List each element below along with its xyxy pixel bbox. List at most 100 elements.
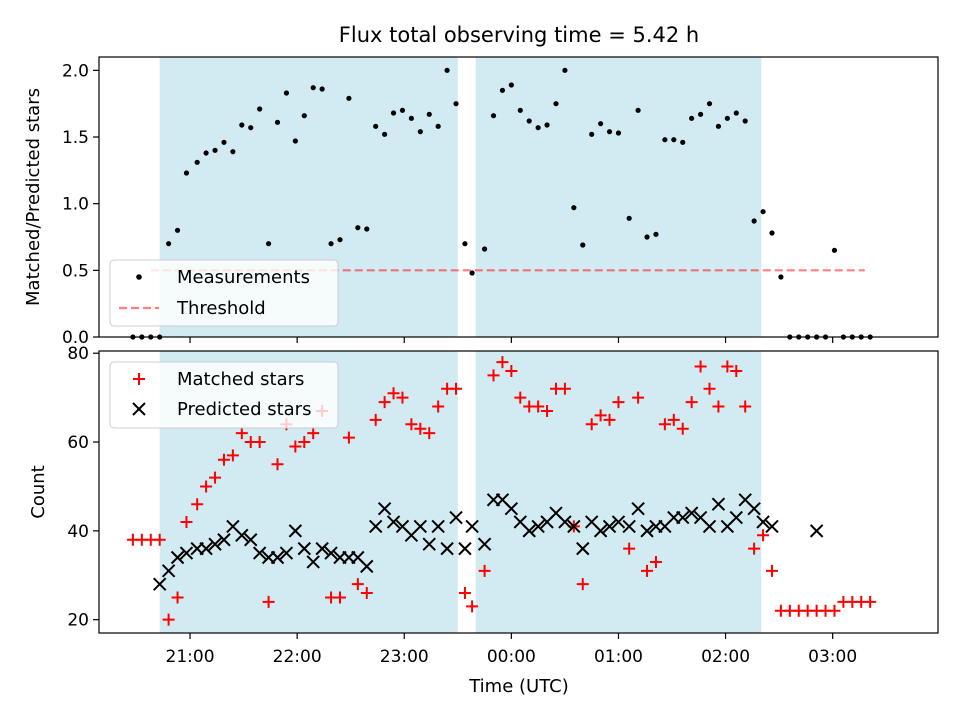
bottom-y-tick-label: 60: [67, 433, 89, 453]
measurement-point: [183, 170, 190, 176]
predicted-star-point: [360, 559, 374, 574]
matched-star-point: [378, 396, 391, 409]
matched-star-point: [505, 364, 518, 377]
top-y-tick-label: 1.5: [62, 128, 89, 148]
predicted-star-point: [422, 537, 436, 551]
matched-star-point: [262, 595, 275, 608]
predicted-star-point: [477, 537, 492, 551]
measurement-point: [248, 125, 254, 131]
measurement-point: [469, 270, 475, 276]
measurement-point: [221, 139, 227, 145]
predicted-star-point: [458, 541, 472, 556]
matched-star-point: [405, 418, 418, 431]
matched-star-point: [632, 391, 645, 404]
legend-matched-marker: [133, 373, 145, 385]
predicted-star-point: [729, 510, 743, 525]
predicted-star-point: [809, 524, 824, 538]
matched-star-point: [532, 400, 545, 413]
predicted-star-point: [449, 510, 463, 525]
measurement-point: [697, 111, 704, 117]
measurement-point: [265, 241, 272, 247]
matched-star-point: [558, 382, 571, 395]
measurement-point: [310, 85, 316, 91]
measurement-point: [615, 130, 622, 136]
matched-star-point: [450, 382, 463, 395]
matched-star-point: [541, 404, 554, 417]
predicted-star-point: [324, 546, 338, 560]
predicted-star-point: [593, 524, 608, 538]
measurement-point: [399, 107, 406, 113]
matched-star-point: [432, 400, 445, 413]
measurement-point: [508, 82, 514, 88]
predicted-star-point: [676, 510, 690, 525]
matched-star-point: [603, 413, 616, 426]
measurement-point: [194, 159, 200, 165]
matched-star-point: [298, 436, 311, 449]
matched-star-point: [828, 604, 841, 617]
predicted-star-point: [199, 541, 213, 556]
x-tick-label: 22:00: [273, 647, 322, 667]
predicted-star-point: [747, 501, 761, 516]
measurement-point: [382, 131, 388, 137]
matched-star-point: [217, 453, 230, 466]
x-tick-label: 23:00: [380, 647, 429, 667]
bottom-legend-box: [109, 361, 339, 429]
measurement-point: [301, 113, 307, 119]
predicted-star-point: [567, 519, 581, 534]
predicted-star-point: [602, 519, 617, 534]
measurement-point: [203, 150, 209, 156]
measurement-point: [706, 101, 713, 107]
predicted-star-point: [208, 537, 222, 551]
measurement-point: [230, 149, 236, 155]
matched-star-point: [765, 564, 778, 577]
measurement-point: [689, 115, 695, 121]
x-tick-label: 02:00: [701, 647, 750, 667]
measurement-point: [453, 101, 459, 107]
x-tick-label: 03:00: [808, 647, 857, 667]
matched-star-point: [209, 471, 222, 484]
matched-star-point: [576, 578, 589, 591]
matched-star-point: [333, 591, 346, 604]
matched-star-point: [730, 364, 743, 377]
measurement-point: [462, 241, 468, 247]
predicted-star-point: [386, 515, 401, 529]
predicted-star-point: [270, 550, 285, 565]
measurement-point: [435, 123, 441, 129]
predicted-star-point: [179, 546, 194, 560]
matched-star-point: [387, 387, 400, 400]
predicted-star-point: [170, 550, 185, 565]
matched-star-point: [478, 564, 491, 577]
chart-title: Flux total observing time = 5.42 h: [339, 23, 699, 47]
measurement-point: [535, 125, 541, 131]
predicted-star-point: [377, 501, 392, 516]
legend-predicted-marker: [132, 402, 146, 416]
predicted-star-point: [576, 541, 590, 556]
predicted-star-point: [152, 577, 167, 591]
predicted-star-point: [244, 533, 258, 547]
predicted-star-point: [217, 533, 231, 547]
top-x-ticks: [189, 337, 834, 343]
measurement-point: [355, 225, 361, 231]
bottom-y-ticks: 20 40 60 80: [67, 344, 99, 631]
top-y-tick-label: 0.5: [62, 261, 89, 281]
matched-star-point: [585, 418, 598, 431]
top-y-tick-label: 0.0: [62, 328, 89, 348]
matched-star-point: [226, 449, 239, 462]
matched-star-point: [466, 600, 479, 613]
predicted-star-point: [288, 524, 303, 538]
measurement-point: [769, 230, 775, 236]
shaded-interval-2: [475, 57, 762, 337]
top-y-ticks: 0.0 0.5 1.0 1.5 2.0: [62, 61, 99, 348]
measurement-point: [174, 227, 181, 233]
legend-measurements-label: Measurements: [177, 267, 310, 288]
matched-star-point: [162, 613, 175, 626]
predicted-star-point: [297, 541, 311, 556]
matched-star-point: [594, 409, 607, 422]
measurement-point: [283, 90, 290, 96]
measurement-point: [553, 101, 559, 107]
measurement-point: [598, 121, 604, 127]
matched-star-point: [396, 391, 409, 404]
measurement-point: [417, 129, 423, 135]
matched-star-point: [369, 413, 382, 426]
